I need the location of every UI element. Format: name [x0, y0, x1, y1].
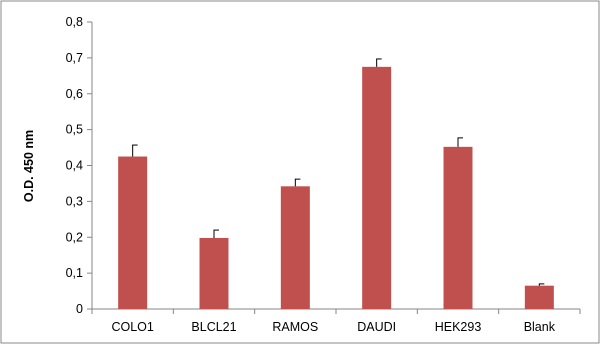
x-tick-label-ramos: RAMOS — [272, 320, 318, 334]
bar-blank — [524, 285, 554, 309]
y-tick-label: 0 — [76, 302, 83, 316]
bar-hek293 — [443, 146, 473, 309]
bar-colo1 — [118, 156, 148, 309]
y-tick-label: 0,6 — [66, 87, 83, 101]
y-tick-label: 0,5 — [66, 123, 83, 137]
bar-blcl21 — [199, 237, 229, 309]
bar-daudi — [362, 66, 392, 309]
x-tick-labels: COLO1 BLCL21 RAMOS DAUDI HEK293 Blank — [111, 320, 555, 334]
y-tick-label: 0,2 — [66, 230, 83, 244]
y-tick-label: 0,3 — [66, 194, 83, 208]
x-tick-label-daudi: DAUDI — [357, 320, 396, 334]
y-ticks: 0 0,1 0,2 0,3 0,4 0,5 0,6 0,7 0,8 — [66, 15, 581, 316]
y-tick-label: 0,1 — [66, 266, 83, 280]
bar-ramos — [280, 186, 310, 309]
y-axis-label-group: O.D. 450 nm — [22, 130, 36, 202]
y-tick-label: 0,8 — [66, 15, 83, 29]
y-tick-label: 0,7 — [66, 51, 83, 65]
y-axis-label: O.D. 450 nm — [22, 130, 36, 202]
x-tick-label-blank: Blank — [524, 320, 556, 334]
bars — [118, 66, 554, 309]
error-bars — [132, 58, 545, 286]
x-tick-label-colo1: COLO1 — [111, 320, 153, 334]
x-tick-label-blcl21: BLCL21 — [191, 320, 236, 334]
x-tick-label-hek293: HEK293 — [435, 320, 482, 334]
y-tick-label: 0,4 — [66, 159, 83, 173]
